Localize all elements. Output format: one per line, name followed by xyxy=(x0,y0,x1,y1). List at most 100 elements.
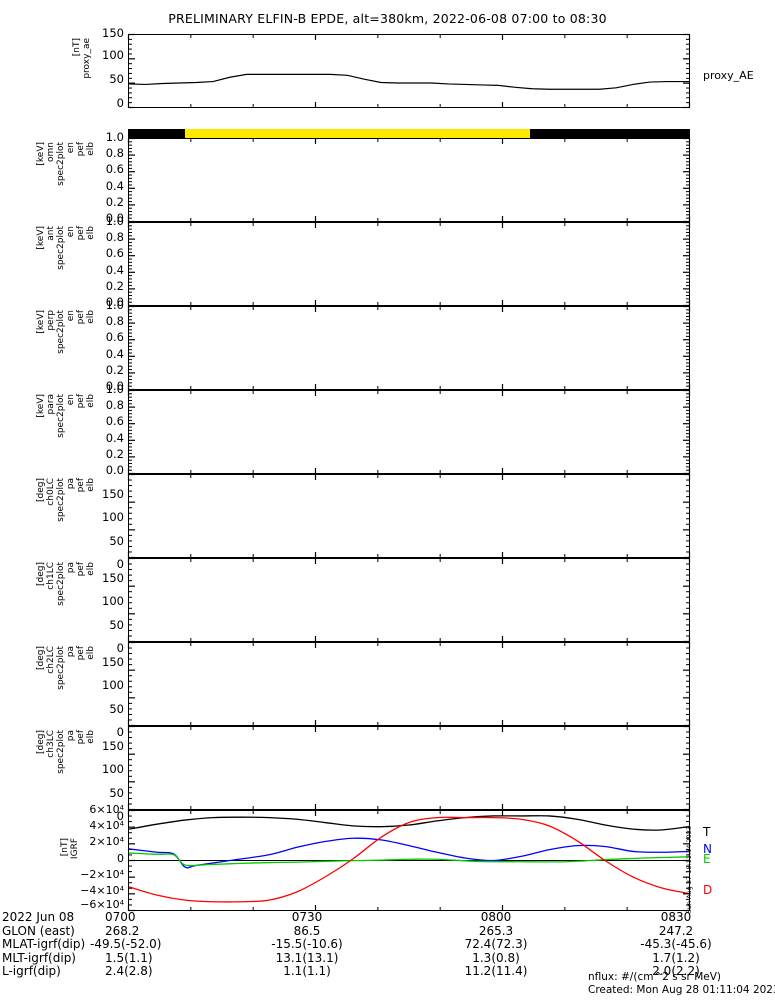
ylabel-en-ant: elb pef en spec2plot ant [keV] xyxy=(36,226,96,270)
ytick: 1.0 xyxy=(105,382,124,396)
ytick: 0 xyxy=(116,96,124,110)
ytick: 0.8 xyxy=(105,230,124,244)
ytick: 50 xyxy=(109,618,124,632)
legend-proxy-ae: proxy_AE xyxy=(703,69,754,82)
page-title: PRELIMINARY ELFIN-B EPDE, alt=380km, 202… xyxy=(168,11,607,26)
ytick: 50 xyxy=(109,534,124,548)
row-label: GLON (east) xyxy=(2,923,75,938)
series-N xyxy=(129,837,689,869)
ytick: 0.6 xyxy=(105,162,124,176)
ytick: 100 xyxy=(102,48,124,62)
ylabel-pa-ch3lc: elb pef pa spec2plot ch3LC [deg] xyxy=(36,730,96,774)
ylabel-pa-ch2lc: elb pef pa spec2plot ch2LC [deg] xyxy=(36,646,96,690)
row-label: 2022 Jun 08 xyxy=(2,910,75,924)
series-D xyxy=(129,816,689,903)
panel-pa-ch0lc xyxy=(128,474,690,558)
panel-igrf xyxy=(128,810,690,911)
proxy-ae-chart xyxy=(129,73,689,90)
ytick: 0.2 xyxy=(105,447,124,461)
ytick: 0 xyxy=(116,641,124,655)
cell-0800: 11.2(11.4) xyxy=(464,964,528,978)
legend-item-t: T xyxy=(703,825,711,839)
ytick: 100 xyxy=(102,762,124,776)
panel-en-ant xyxy=(128,222,690,306)
ytick: 50 xyxy=(109,786,124,800)
ytick: 0.8 xyxy=(105,146,124,160)
ytick: 0.2 xyxy=(105,279,124,293)
ytick: 1.0 xyxy=(105,130,124,144)
created-timestamp: Created: Mon Aug 28 01:11:04 2023 xyxy=(588,983,775,996)
cell-0800: 0800 xyxy=(480,910,512,924)
ytick: 100 xyxy=(102,678,124,692)
ytick: 0.6 xyxy=(105,246,124,260)
ytick: 0.6 xyxy=(105,414,124,428)
ytick: −2×10⁴ xyxy=(80,868,124,881)
ytick: 0 xyxy=(116,725,124,739)
ytick: 0.8 xyxy=(105,314,124,328)
panel-pa-ch2lc xyxy=(128,642,690,726)
ylabel-en-para: elb pef en spec2plot para [keV] xyxy=(36,394,96,438)
cell-0730: 86.5 xyxy=(293,923,321,938)
ytick: 100 xyxy=(102,594,124,608)
cell-0800: 265.3 xyxy=(478,923,514,938)
ytick: 50 xyxy=(109,702,124,716)
ytick: 150 xyxy=(102,655,124,669)
ylabel-en-omn: elb pef en spec2plot omn [keV] xyxy=(36,142,96,186)
ytick: −6×10⁴ xyxy=(80,898,124,911)
ytick: 50 xyxy=(109,72,124,86)
ytick: 0.6 xyxy=(105,330,124,344)
cell-0730: -15.5(-10.6) xyxy=(271,937,343,951)
ytick: 0 xyxy=(116,809,124,823)
footer-note: nflux: #/(cm^2 s sr MeV) Created: Mon Au… xyxy=(588,971,775,996)
ytick: 0.2 xyxy=(105,363,124,377)
cell-0730: 1.1(1.1) xyxy=(283,964,331,978)
panel-pa-ch1lc xyxy=(128,558,690,642)
cell-0830: 0830 xyxy=(660,910,692,924)
series-T xyxy=(129,815,689,831)
cell-0700: 1.5(1.1) xyxy=(105,950,153,965)
ytick: 0.4 xyxy=(105,263,124,277)
ytick: 0.2 xyxy=(105,195,124,209)
cell-0830: -45.3(-45.6) xyxy=(640,937,712,951)
ylabel-pa-ch0lc: elb pef pa spec2plot ch0LC [deg] xyxy=(36,478,96,522)
ytick: 0.0 xyxy=(105,463,124,477)
ytick: 4×10⁴ xyxy=(89,819,124,832)
daynight-segment-day xyxy=(185,129,531,138)
ytick: −4×10⁴ xyxy=(80,884,124,897)
cell-0700: 2.4(2.8) xyxy=(105,964,153,978)
cell-0700: 268.2 xyxy=(105,923,140,938)
ytick: 0.4 xyxy=(105,347,124,361)
daynight-segment-night-1 xyxy=(128,129,186,138)
cell-0800: 1.3(0.8) xyxy=(472,950,520,965)
panel-pa-ch3lc xyxy=(128,726,690,810)
series-E xyxy=(129,852,689,867)
cell-0830: 2.0(2.2) xyxy=(652,964,700,978)
ytick: 1.0 xyxy=(105,214,124,228)
panel-en-omn xyxy=(128,138,690,222)
ytick: 100 xyxy=(102,510,124,524)
panel-proxy-ae xyxy=(128,34,690,108)
ytick: 0.0 xyxy=(105,379,124,393)
cell-0800: 72.4(72.3) xyxy=(464,937,528,951)
igrf-chart xyxy=(129,815,689,903)
legend-igrf: T N E D xyxy=(703,824,712,898)
cell-0730: 0730 xyxy=(291,910,323,924)
ytick: 0.0 xyxy=(105,295,124,309)
panel-en-para xyxy=(128,390,690,474)
ytick: 150 xyxy=(102,26,124,40)
ytick: 0.8 xyxy=(105,398,124,412)
row-label: MLT-igrf(dip) xyxy=(2,950,76,965)
ylabel-pa-ch1lc: elb pef pa spec2plot ch1LC [deg] xyxy=(36,562,96,606)
cell-0830: 1.7(1.2) xyxy=(652,950,700,965)
cell-0830: 247.2 xyxy=(658,923,694,938)
legend-item-e: E xyxy=(703,852,711,866)
creation-stamp-vertical: Sun Aug 27 18:11:34 2023 xyxy=(685,826,693,914)
ytick: 0 xyxy=(117,852,124,865)
ytick: 2×10⁴ xyxy=(89,835,124,848)
cell-0730: 13.1(13.1) xyxy=(275,950,339,965)
ytick: 150 xyxy=(102,571,124,585)
ytick: 150 xyxy=(102,487,124,501)
legend-item-d: D xyxy=(703,882,713,897)
cell-0700: -49.5(-52.0) xyxy=(90,937,162,951)
